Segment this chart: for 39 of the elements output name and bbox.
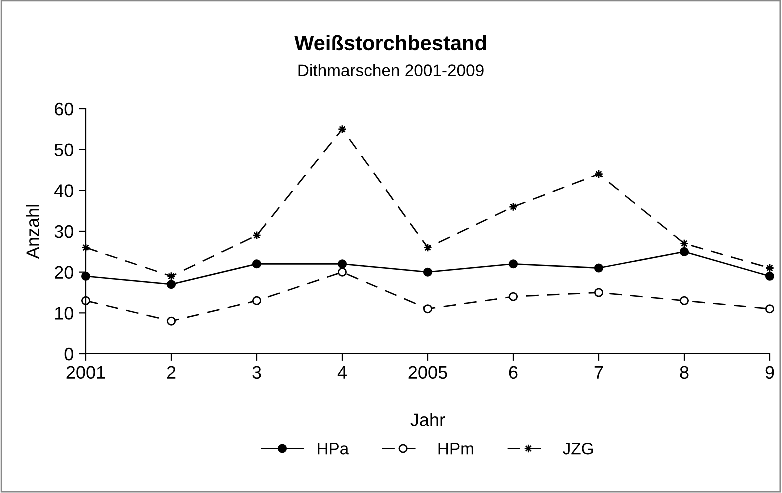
x-tick-label: 6 (509, 366, 518, 380)
x-tick-label: 4 (338, 366, 347, 379)
point (594, 264, 604, 273)
legend-label: HPa (318, 443, 350, 455)
x-tick-label: 8 (680, 366, 689, 380)
y-tick-label: 40 (54, 184, 74, 198)
x-tick-label: 2005 (408, 366, 448, 380)
point (423, 268, 433, 277)
x-tick-label: 2 (167, 366, 176, 379)
x-axis-title: Jahr (410, 413, 446, 426)
legend-label: HPm (438, 443, 474, 455)
y-axis-title: Anzahl (26, 205, 40, 260)
chart-subtitle: Dithmarschen 2001-2009 (298, 64, 484, 76)
point (423, 304, 433, 314)
point (680, 247, 690, 256)
point (508, 260, 518, 269)
point (338, 260, 348, 269)
point (252, 260, 262, 269)
point (765, 304, 775, 314)
x-tick-label: 3 (252, 366, 262, 380)
y-tick-label: 0 (64, 348, 74, 361)
y-tick-label: 10 (55, 307, 74, 320)
point (166, 280, 176, 290)
point (765, 272, 775, 281)
point (338, 268, 348, 277)
x-tick-label: 7 (594, 366, 604, 379)
y-tick-label: 60 (55, 102, 74, 116)
point (594, 288, 604, 298)
point (166, 316, 176, 326)
legend-label: JZG (563, 442, 594, 455)
point (508, 292, 518, 302)
chart-title: Weißstorchbestand (294, 35, 486, 51)
x-tick-label: 2001 (66, 366, 106, 380)
x-tick-label: 9 (766, 366, 774, 380)
point (252, 296, 262, 306)
point (680, 296, 690, 306)
y-tick-label: 30 (54, 225, 74, 238)
y-tick-label: 20 (55, 266, 74, 280)
y-tick-label: 50 (54, 144, 74, 157)
